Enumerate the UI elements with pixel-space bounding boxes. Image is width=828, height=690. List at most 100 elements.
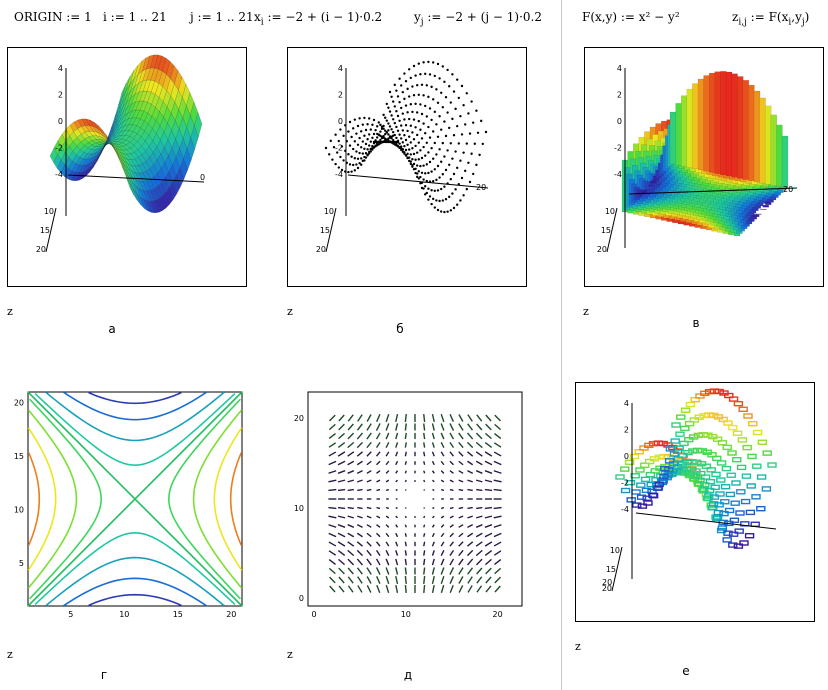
data-point xyxy=(419,73,422,76)
vector-arrow xyxy=(423,442,426,448)
data-point xyxy=(443,155,446,158)
patch-tile xyxy=(742,444,752,451)
patch-tile xyxy=(705,478,716,485)
data-point xyxy=(432,157,435,160)
vector-arrow xyxy=(449,488,454,492)
data-point xyxy=(352,127,355,130)
vector-arrow xyxy=(376,585,381,593)
vector-arrow xyxy=(449,567,455,575)
vector-arrow xyxy=(440,479,445,483)
vector-arrow xyxy=(423,413,426,423)
vector-arrow xyxy=(328,451,337,457)
data-point xyxy=(337,139,340,143)
patch-tile xyxy=(700,482,710,488)
vector-arrow xyxy=(484,488,493,492)
vector-arrow xyxy=(423,515,426,519)
vector-arrow xyxy=(395,460,399,466)
patch-tile xyxy=(704,487,715,494)
vector-arrow xyxy=(458,576,464,584)
vector-arrow xyxy=(356,432,364,440)
data-point xyxy=(337,166,340,169)
plot-v-depth-axis xyxy=(606,207,618,253)
data-point xyxy=(416,111,419,114)
plot-a-z-tick-label: 0 xyxy=(58,117,63,126)
data-point xyxy=(401,90,404,94)
data-point xyxy=(417,177,420,180)
data-point xyxy=(412,162,416,166)
vector-arrow xyxy=(458,515,464,519)
vector-arrow xyxy=(347,567,354,575)
data-point xyxy=(441,106,444,109)
vector-arrow xyxy=(366,524,372,528)
data-point xyxy=(443,80,446,84)
patch-tile xyxy=(751,494,761,500)
vector-arrow xyxy=(467,470,474,474)
data-point xyxy=(430,202,433,206)
plot-d-vectorfield[interactable]: 0 10 20 0 10 20 xyxy=(282,388,532,636)
vectorfield-y-tick-label: 20 xyxy=(294,414,304,423)
data-point xyxy=(457,142,460,145)
plot-a-surface[interactable]: 4 2 0 -2 -4 10 15 20 0 xyxy=(7,47,247,287)
vector-arrow xyxy=(375,567,381,575)
vector-arrow xyxy=(357,585,363,593)
plot-b-points[interactable]: 4 2 0 -2 -4 10 15 20 20 xyxy=(287,47,527,287)
bar-column xyxy=(753,90,761,183)
data-point xyxy=(427,125,430,129)
contour-line xyxy=(88,391,182,405)
data-point xyxy=(374,144,377,147)
data-point xyxy=(395,89,398,92)
data-point xyxy=(470,152,473,155)
data-point xyxy=(464,169,467,173)
vector-arrow xyxy=(366,460,372,466)
plot-v-bars[interactable]: 4 2 0 -2 -4 10 15 20 20 xyxy=(584,47,824,287)
data-point xyxy=(369,140,372,143)
contour-x-tick-label: 5 xyxy=(68,610,73,619)
vector-arrow xyxy=(338,432,346,440)
vector-arrow xyxy=(395,584,399,594)
vectorfield-x-tick-label: 10 xyxy=(401,610,411,619)
plot-e-depth-axis xyxy=(611,546,623,592)
data-point xyxy=(428,195,432,198)
vector-arrow xyxy=(449,558,455,566)
data-point xyxy=(419,182,422,185)
data-point xyxy=(459,114,462,118)
data-point xyxy=(377,140,380,144)
patch-tile xyxy=(685,401,696,408)
data-point xyxy=(350,135,353,139)
patch-tile xyxy=(728,542,738,548)
patch-tile xyxy=(707,452,717,458)
vector-arrow xyxy=(376,470,381,474)
data-point xyxy=(350,170,353,173)
data-point xyxy=(433,74,436,78)
bar-column xyxy=(650,180,658,184)
plot-g-contour[interactable]: 5 10 15 20 5 10 15 20 xyxy=(0,388,250,636)
data-point xyxy=(416,175,419,179)
patch-tile xyxy=(620,466,630,472)
patch-tile xyxy=(719,510,729,517)
vector-arrow xyxy=(449,541,455,547)
data-point xyxy=(347,153,350,156)
plot-e-side-axis xyxy=(635,512,777,530)
vector-arrow xyxy=(475,558,483,566)
data-point xyxy=(451,117,454,121)
vector-arrow xyxy=(449,432,455,440)
vector-arrow xyxy=(347,441,355,449)
data-point xyxy=(411,110,414,114)
patch-tile xyxy=(752,463,762,469)
plot-a-z-tick-label: -2 xyxy=(55,144,63,153)
patch-tile xyxy=(669,451,680,457)
plot-e-patches[interactable]: 4 2 0 -2 -4 10 15 20 20 xyxy=(575,382,815,622)
data-point xyxy=(408,135,411,138)
data-point xyxy=(363,147,366,150)
data-point xyxy=(396,95,400,98)
vector-arrow xyxy=(376,532,381,538)
patch-tile xyxy=(680,425,690,432)
data-point xyxy=(355,132,358,135)
patch-tile xyxy=(701,463,712,469)
patch-tile xyxy=(641,487,652,494)
vector-arrow xyxy=(431,567,435,575)
data-point xyxy=(414,102,417,106)
vector-arrow xyxy=(476,479,483,483)
vector-arrow xyxy=(431,442,435,448)
data-point xyxy=(356,166,360,170)
